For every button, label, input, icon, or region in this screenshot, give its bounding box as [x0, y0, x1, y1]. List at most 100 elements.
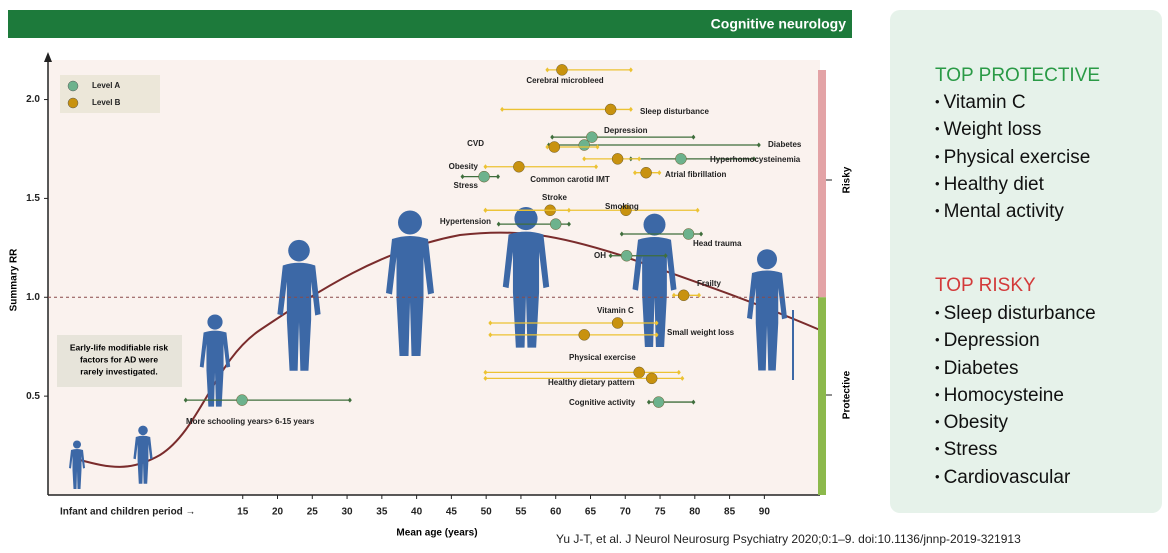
x-prefix-label: Infant and children period →	[60, 507, 196, 518]
range-cap	[483, 164, 488, 170]
x-tick-label: 80	[689, 507, 701, 518]
range-cap	[676, 369, 681, 375]
point-label: Physical exercise	[569, 353, 636, 362]
range-cap	[637, 156, 642, 162]
y-tick-label: 1.5	[26, 193, 40, 204]
point	[620, 204, 632, 217]
point	[513, 161, 525, 173]
point	[640, 166, 652, 179]
range-cap	[654, 332, 659, 338]
point-label: OH	[594, 251, 606, 260]
point-label: More schooling years> 6-15 years	[186, 417, 315, 426]
x-tick-label: 60	[550, 507, 562, 518]
range-cap	[183, 397, 188, 403]
axes	[44, 52, 820, 496]
legend-marker	[67, 97, 79, 109]
range-cap	[680, 375, 685, 381]
y-tick-label: 0.5	[26, 391, 40, 402]
legend-label: Level A	[92, 81, 120, 90]
x-axis-title: Mean age (years)	[396, 528, 477, 539]
point-label: Cognitive activity	[569, 398, 636, 407]
range-cap	[628, 67, 633, 73]
list-item: Obesity	[935, 409, 1096, 436]
x-tick-label: 70	[620, 507, 632, 518]
side-panel: TOP PROTECTIVE Vitamin CWeight lossPhysi…	[890, 10, 1162, 513]
y-tick-label: 1.0	[26, 292, 40, 303]
range-cap	[699, 231, 704, 237]
y-axis-title: Summary RR	[9, 248, 20, 312]
range-cap	[545, 144, 550, 150]
range-cap	[582, 156, 587, 162]
point	[611, 317, 624, 329]
zone-label: Protective	[842, 370, 853, 419]
silhouettes	[69, 206, 794, 489]
range-cap	[691, 134, 696, 140]
range-cap	[608, 253, 613, 259]
point-label: Obesity	[449, 162, 479, 171]
x-tick-label: 85	[724, 507, 736, 518]
legend-marker	[67, 80, 79, 92]
list-item: Healthy diet	[935, 171, 1090, 198]
range-cap	[460, 174, 465, 180]
range-cap	[500, 106, 505, 112]
range-cap	[691, 399, 696, 405]
range-cap	[495, 174, 500, 180]
point-label: Cerebral microbleed	[526, 76, 603, 85]
range-cap	[751, 156, 756, 162]
range-cap	[488, 332, 493, 338]
banner-title: Cognitive neurology	[711, 16, 847, 32]
point-label: Small weight loss	[667, 328, 735, 337]
zone-protective	[818, 297, 826, 495]
point	[652, 396, 665, 408]
point	[549, 218, 562, 230]
range-cap	[483, 207, 488, 213]
point	[675, 153, 687, 165]
x-tick-label: 15	[237, 507, 249, 518]
protective-title: TOP PROTECTIVE	[935, 65, 1101, 86]
x-tick-label: 20	[272, 507, 284, 518]
point-label: Vitamin C	[597, 306, 634, 315]
range-cap	[671, 292, 676, 298]
point	[604, 103, 617, 116]
range-cap	[619, 231, 624, 237]
list-item: Mental activity	[935, 198, 1090, 225]
list-item: Stress	[935, 436, 1096, 463]
risky-title: TOP RISKY	[935, 275, 1036, 296]
zone-label: Risky	[842, 166, 853, 193]
x-tick-label: 55	[515, 507, 527, 518]
zone-risky	[818, 70, 826, 298]
range-cap	[632, 170, 637, 176]
list-item: Physical exercise	[935, 144, 1091, 171]
point-label: Head trauma	[693, 239, 742, 248]
range-cap	[663, 253, 668, 259]
point-label: Stress	[454, 181, 479, 190]
point	[682, 228, 695, 240]
point	[611, 153, 624, 165]
x-tick-label: 45	[446, 507, 458, 518]
y-tick-label: 2.0	[26, 94, 40, 105]
point-label: Frailty	[697, 279, 722, 288]
point-label: Healthy dietary pattern	[548, 378, 635, 387]
point	[586, 131, 598, 143]
list-item: Weight loss	[935, 116, 1090, 143]
point-label: Atrial fibrillation	[665, 170, 726, 179]
range-cap	[654, 320, 659, 326]
list-item: Vitamin C	[935, 89, 1090, 116]
point	[548, 141, 561, 153]
annotation-box	[57, 335, 182, 387]
point	[578, 139, 590, 151]
point	[236, 394, 248, 406]
x-tick-label: 90	[759, 507, 771, 518]
range-cap	[545, 67, 550, 73]
point	[620, 250, 633, 262]
point-label: CVD	[467, 139, 484, 148]
point-label: Common carotid IMT	[530, 175, 610, 184]
x-tick-label: 30	[342, 507, 354, 518]
x-tick-label: 75	[654, 507, 666, 518]
range-cap	[628, 106, 633, 112]
x-tick-label: 40	[411, 507, 423, 518]
list-item: Cardiovascular	[935, 464, 1096, 491]
point-label: Sleep disturbance	[640, 107, 709, 116]
x-tick-label: 50	[481, 507, 493, 518]
